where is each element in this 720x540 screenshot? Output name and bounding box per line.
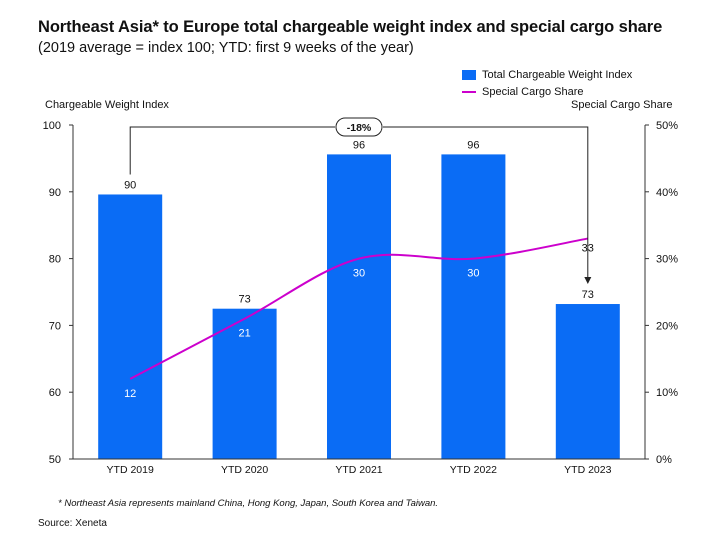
right-tick-label: 10% bbox=[656, 387, 678, 399]
bar-value-label: 96 bbox=[467, 139, 479, 151]
source-note: Source: Xeneta bbox=[38, 518, 107, 529]
bar-value-label: 73 bbox=[582, 289, 594, 301]
line-value-label: 30 bbox=[467, 268, 479, 280]
chart-title: Northeast Asia* to Europe total chargeab… bbox=[38, 18, 663, 36]
right-tick-label: 40% bbox=[656, 187, 678, 199]
right-tick-label: 0% bbox=[656, 454, 672, 466]
x-tick-label: YTD 2022 bbox=[450, 464, 497, 476]
bar-value-label: 90 bbox=[124, 179, 136, 191]
change-badge-label: -18% bbox=[347, 122, 372, 134]
line-value-label: 12 bbox=[124, 388, 136, 400]
right-tick-label: 30% bbox=[656, 254, 678, 266]
change-bracket bbox=[129, 126, 589, 279]
change-badge bbox=[335, 117, 383, 137]
bar-ytd-2023 bbox=[555, 304, 620, 459]
line-value-label: 21 bbox=[238, 328, 250, 340]
right-axis-title: Special Cargo Share bbox=[571, 99, 673, 111]
bar-ytd-2021 bbox=[327, 154, 391, 459]
legend-label-line: Special Cargo Share bbox=[482, 85, 584, 98]
chart-subtitle: (2019 average = index 100; YTD: first 9 … bbox=[38, 40, 414, 56]
legend-item-line: Special Cargo Share bbox=[462, 83, 632, 100]
x-tick-label: YTD 2021 bbox=[335, 464, 382, 476]
bar-value-label: 96 bbox=[353, 139, 365, 151]
x-tick-label: YTD 2023 bbox=[564, 464, 611, 476]
legend-swatch-bar bbox=[462, 69, 476, 80]
bar-ytd-2019 bbox=[98, 194, 163, 460]
x-tick-label: YTD 2020 bbox=[221, 464, 268, 476]
left-tick-label: 60 bbox=[49, 387, 61, 399]
left-tick-label: 90 bbox=[49, 187, 61, 199]
footnote: * Northeast Asia represents mainland Chi… bbox=[58, 498, 439, 509]
legend-item-bar: Total Chargeable Weight Index bbox=[462, 66, 632, 83]
right-tick-label: 20% bbox=[656, 320, 678, 332]
bar-ytd-2020 bbox=[212, 308, 277, 459]
left-tick-label: 70 bbox=[49, 320, 61, 332]
bar-value-label: 73 bbox=[238, 294, 250, 306]
bracket-arrowhead bbox=[584, 277, 592, 285]
left-tick-label: 50 bbox=[49, 454, 61, 466]
bar-ytd-2022 bbox=[441, 154, 506, 459]
legend-label-bar: Total Chargeable Weight Index bbox=[482, 68, 633, 81]
line-value-label: 30 bbox=[353, 268, 365, 280]
left-tick-label: 80 bbox=[49, 254, 61, 266]
x-tick-label: YTD 2019 bbox=[107, 464, 154, 476]
right-tick-label: 50% bbox=[656, 120, 678, 132]
legend: Total Chargeable Weight Index Special Ca… bbox=[462, 66, 632, 100]
left-tick-label: 100 bbox=[43, 120, 61, 132]
left-axis-title: Chargeable Weight Index bbox=[45, 99, 169, 111]
special-cargo-share-line bbox=[129, 237, 588, 380]
legend-swatch-line bbox=[462, 90, 476, 93]
